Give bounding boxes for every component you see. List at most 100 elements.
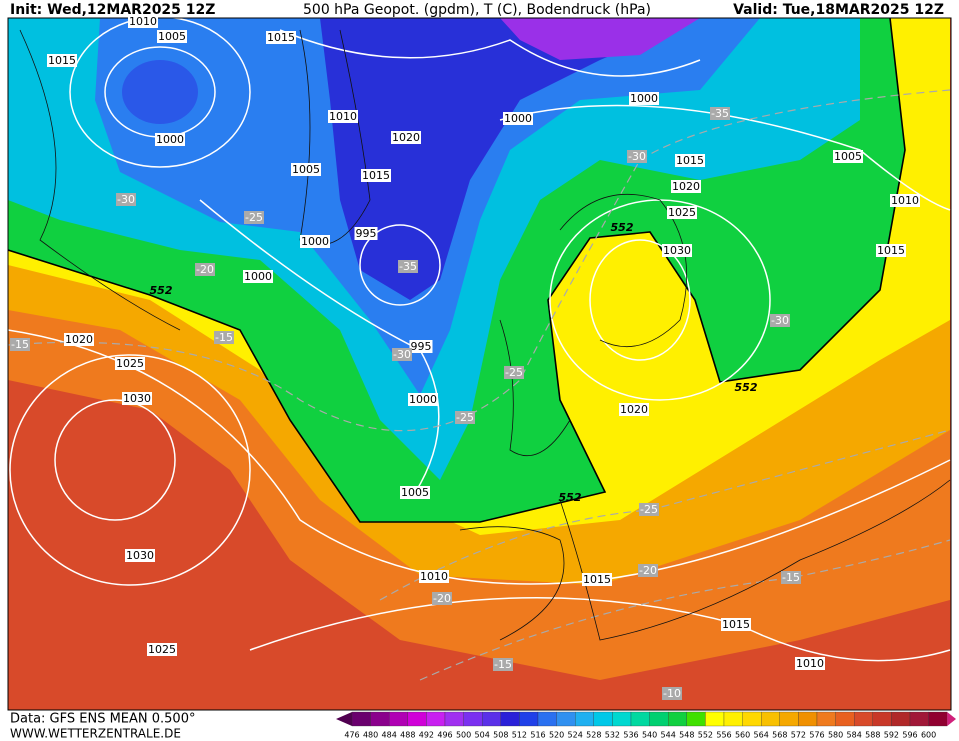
temperature-label-box bbox=[455, 411, 475, 424]
temperature-label-box bbox=[662, 687, 682, 700]
colorbar-label: 496 bbox=[437, 731, 452, 740]
colorbar-label: 508 bbox=[493, 731, 508, 740]
isobar-label-box bbox=[155, 133, 185, 146]
colorbar-label: 520 bbox=[549, 731, 564, 740]
colorbar-cell bbox=[463, 711, 483, 727]
temperature-label: -20 bbox=[433, 592, 451, 605]
colorbar-label: 492 bbox=[419, 731, 434, 740]
isobar-label-box bbox=[266, 31, 296, 44]
isobar-label: 1005 bbox=[401, 486, 429, 499]
isobar-label-box bbox=[147, 643, 177, 656]
colorbar-cell bbox=[891, 711, 911, 727]
data-source: Data: GFS ENS MEAN 0.500° bbox=[10, 712, 195, 727]
colorbar-cell bbox=[705, 711, 725, 727]
isobar-label-box bbox=[890, 194, 920, 207]
temperature-label: -25 bbox=[505, 366, 523, 379]
colorbar-label: 504 bbox=[475, 731, 490, 740]
colorbar-cell bbox=[556, 711, 576, 727]
map-frame bbox=[7, 17, 952, 711]
isobar-label: 1020 bbox=[392, 131, 420, 144]
isobar-label-box bbox=[64, 333, 94, 346]
temperature-label-box bbox=[398, 260, 418, 273]
colorbar-label: 480 bbox=[363, 731, 378, 740]
colorbar-label: 548 bbox=[679, 731, 694, 740]
colorbar-label: 544 bbox=[661, 731, 676, 740]
isobar-label: 1000 bbox=[504, 112, 532, 125]
contour-label: 552 bbox=[735, 381, 758, 394]
isobar-label-box bbox=[291, 163, 321, 176]
isobar-label-box bbox=[328, 110, 358, 123]
isobar-label: 995 bbox=[411, 340, 432, 353]
colorbar-cell bbox=[537, 711, 557, 727]
isobar-label-box bbox=[47, 54, 77, 67]
isobar-label-box bbox=[128, 15, 158, 28]
isobar-label: 1015 bbox=[267, 31, 295, 44]
isobar-label-box bbox=[300, 235, 330, 248]
colorbar-cell bbox=[593, 711, 613, 727]
isobar-label-box bbox=[721, 618, 751, 631]
colorbar-label: 512 bbox=[512, 731, 527, 740]
colorbar-label: 588 bbox=[865, 731, 880, 740]
colorbar-label: 564 bbox=[754, 731, 769, 740]
temperature-label-box bbox=[639, 503, 659, 516]
colorbar-cell bbox=[519, 711, 539, 727]
temperature-label: -15 bbox=[782, 571, 800, 584]
temperature-label: -20 bbox=[639, 564, 657, 577]
colorbar-cell bbox=[370, 711, 390, 727]
isobar-label: 1030 bbox=[663, 244, 691, 257]
isobar-label: 1005 bbox=[158, 30, 186, 43]
temperature-label-box bbox=[10, 338, 30, 351]
contour-label: 552 bbox=[559, 491, 582, 504]
isobar-label: 1015 bbox=[48, 54, 76, 67]
colorbar-label: 568 bbox=[772, 731, 787, 740]
temperature-label-box bbox=[493, 658, 513, 671]
isobar-label: 1000 bbox=[301, 235, 329, 248]
isobar-label-box bbox=[503, 112, 533, 125]
contour-552 bbox=[8, 18, 906, 523]
colorbar-label: 576 bbox=[809, 731, 824, 740]
isobar-label-box bbox=[662, 244, 692, 257]
colorbar-cell bbox=[816, 711, 836, 727]
colorbar-label: 528 bbox=[586, 731, 601, 740]
colorbar-label: 584 bbox=[847, 731, 862, 740]
isobar-label-box bbox=[243, 270, 273, 283]
colorbar-label: 484 bbox=[382, 731, 397, 740]
field-band bbox=[320, 18, 700, 300]
isobar-label: 1010 bbox=[329, 110, 357, 123]
isobar-label: 1030 bbox=[123, 392, 151, 405]
isobar-label-box bbox=[125, 549, 155, 562]
isobar-label-box bbox=[400, 486, 430, 499]
isobar-label-box bbox=[115, 357, 145, 370]
temperature-label: -30 bbox=[628, 150, 646, 163]
isobar-label: 1000 bbox=[409, 393, 437, 406]
isobar-label: 995 bbox=[356, 227, 377, 240]
colorbar-label: 488 bbox=[400, 731, 415, 740]
colorbar-cell bbox=[872, 711, 892, 727]
temperature-label-box bbox=[781, 571, 801, 584]
isobar-label-box bbox=[409, 340, 433, 353]
temperature-label-box bbox=[214, 331, 234, 344]
colorbar-label: 560 bbox=[735, 731, 750, 740]
isobar-label: 1015 bbox=[877, 244, 905, 257]
colorbar-label: 552 bbox=[698, 731, 713, 740]
temperature-label: -25 bbox=[456, 411, 474, 424]
map-field bbox=[8, 18, 951, 710]
isobar-label-box bbox=[354, 227, 378, 240]
temperature-label-box bbox=[504, 366, 524, 379]
contour-label: 552 bbox=[611, 221, 634, 234]
colorbar-cell bbox=[742, 711, 762, 727]
isobar-label: 1010 bbox=[796, 657, 824, 670]
isobar-label: 1010 bbox=[129, 15, 157, 28]
map-title: 500 hPa Geopot. (gpdm), T (C), Bodendruc… bbox=[303, 2, 651, 18]
temperature-label: -30 bbox=[393, 348, 411, 361]
temperature-label: -20 bbox=[196, 263, 214, 276]
temperature-label-box bbox=[710, 107, 730, 120]
colorbar-arrow bbox=[947, 712, 956, 726]
colorbar-cell bbox=[835, 711, 855, 727]
temperature-label-box bbox=[244, 211, 264, 224]
contour-label: 552 bbox=[150, 284, 173, 297]
isobar-label: 1000 bbox=[630, 92, 658, 105]
colorbar-cell bbox=[630, 711, 650, 727]
colorbar-cell bbox=[909, 711, 929, 727]
isobar-label-box bbox=[582, 573, 612, 586]
